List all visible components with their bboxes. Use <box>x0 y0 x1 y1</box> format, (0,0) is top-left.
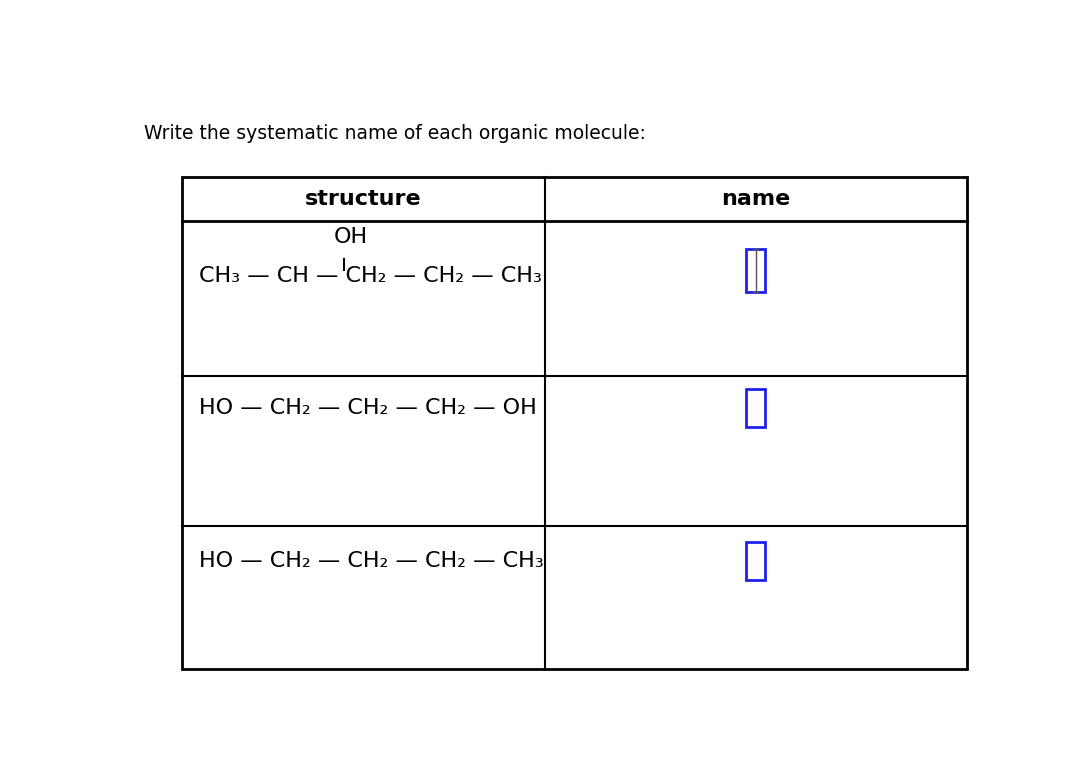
Text: HO — CH₂ — CH₂ — CH₂ — OH: HO — CH₂ — CH₂ — CH₂ — OH <box>199 399 537 418</box>
Text: OH: OH <box>334 227 368 247</box>
Text: structure: structure <box>306 188 422 209</box>
Bar <box>746 249 765 292</box>
Text: name: name <box>721 188 790 209</box>
Text: HO — CH₂ — CH₂ — CH₂ — CH₃: HO — CH₂ — CH₂ — CH₂ — CH₃ <box>199 551 544 571</box>
Bar <box>746 542 765 580</box>
Bar <box>746 389 765 427</box>
Text: CH₃ — CH — CH₂ — CH₂ — CH₃: CH₃ — CH — CH₂ — CH₂ — CH₃ <box>199 266 542 287</box>
Bar <box>183 177 966 669</box>
Text: Write the systematic name of each organic molecule:: Write the systematic name of each organi… <box>145 123 646 142</box>
